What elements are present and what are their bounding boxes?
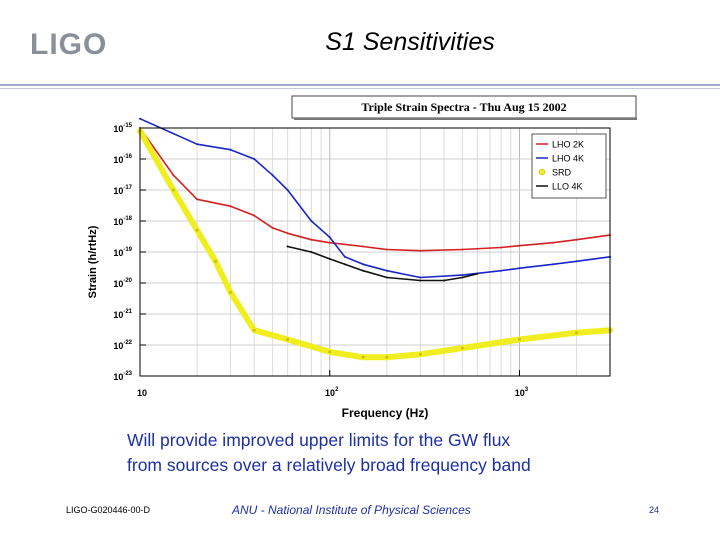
y-tick-label: 10-22 — [113, 340, 132, 351]
chart-title: Triple Strain Spectra - Thu Aug 15 2002 — [361, 100, 566, 114]
data-point-llo-4k — [362, 269, 365, 272]
data-point-lho-4k — [286, 189, 289, 191]
data-point-lho-4k — [139, 117, 141, 120]
series-line-llo-4k — [286, 245, 479, 282]
legend-label-lho-2k: LHO 2K — [552, 140, 584, 150]
data-point-lho-4k — [575, 260, 578, 263]
legend-marker-srd — [538, 168, 546, 176]
data-point-lho-2k — [310, 238, 313, 241]
data-point-lho-2k — [575, 238, 578, 241]
x-axis-label: Frequency (Hz) — [342, 406, 429, 420]
data-point-lho-4k — [328, 236, 331, 239]
title-divider — [0, 84, 720, 86]
data-point-lho-2k — [385, 248, 388, 251]
y-tick-label: 10-18 — [113, 216, 132, 227]
data-point-llo-4k — [385, 276, 388, 279]
data-point-srd — [460, 346, 464, 350]
data-point-srd — [214, 259, 217, 263]
data-point-lho-4k — [271, 174, 274, 177]
data-point-llo-4k — [310, 251, 313, 253]
summary-line-1: Will provide improved upper limits for t… — [127, 430, 511, 450]
y-tick-label: 10-17 — [113, 185, 132, 196]
y-tick-label: 10-19 — [113, 247, 132, 258]
summary-text: Will provide improved upper limits for t… — [127, 428, 647, 478]
data-point-lho-4k — [229, 148, 232, 151]
page-number: 24 — [649, 505, 660, 515]
data-point-llo-4k — [443, 279, 445, 282]
data-point-lho-4k — [362, 263, 365, 266]
data-point-lho-4k — [500, 269, 503, 272]
data-point-lho-2k — [229, 205, 232, 208]
y-tick-label: 10-23 — [113, 371, 132, 382]
x-tick-label: 10 — [137, 388, 147, 398]
data-point-lho-4k — [253, 158, 256, 160]
data-point-lho-2k — [518, 244, 521, 247]
data-point-lho-2k — [196, 198, 199, 201]
institute-name: ANU - National Institute of Physical Sci… — [232, 503, 471, 517]
y-tick-label: 10-16 — [113, 154, 132, 165]
data-point-lho-2k — [286, 232, 289, 235]
data-point-srd — [361, 355, 365, 359]
data-point-srd — [195, 228, 199, 232]
data-point-lho-2k — [419, 249, 422, 252]
data-point-lho-4k — [310, 220, 313, 222]
x-tick-label: 102 — [325, 387, 339, 398]
data-point-lho-2k — [362, 245, 365, 248]
y-axis-label: Strain (h/rtHz) — [87, 225, 99, 298]
legend-label-llo-4k: LLO 4K — [552, 182, 583, 192]
data-point-lho-2k — [172, 174, 175, 177]
series-line-lho-2k — [139, 127, 611, 252]
y-tick-label: 10-20 — [113, 278, 132, 289]
y-tick-label: 10-21 — [113, 309, 132, 320]
title-divider-secondary — [0, 88, 720, 89]
data-point-lho-4k — [385, 269, 388, 272]
data-point-llo-4k — [286, 245, 289, 248]
slide-title: S1 Sensitivities — [325, 28, 495, 56]
ligo-logo: LIGO — [30, 28, 108, 61]
legend-label-srd: SRD — [552, 168, 572, 178]
x-tick-label: 103 — [515, 387, 529, 398]
data-point-srd — [171, 188, 175, 192]
data-point-lho-4k — [518, 267, 521, 270]
data-point-llo-4k — [343, 263, 346, 266]
data-point-lho-4k — [343, 255, 346, 258]
data-point-srd — [328, 350, 332, 354]
document-id: LIGO-G020446-00-D — [66, 505, 151, 515]
data-point-lho-4k — [196, 143, 199, 146]
strain-spectra-chart: Triple Strain Spectra - Thu Aug 15 2002 … — [87, 95, 637, 420]
data-point-llo-4k — [328, 257, 331, 260]
data-point-lho-4k — [419, 276, 422, 279]
data-point-lho-2k — [500, 246, 503, 249]
data-point-lho-2k — [461, 248, 464, 251]
data-point-srd — [518, 338, 521, 341]
data-point-lho-2k — [551, 241, 554, 244]
y-tick-label: 10-15 — [113, 123, 132, 134]
series-line-lho-4k — [139, 117, 611, 279]
data-point-srd — [575, 331, 579, 335]
data-point-lho-2k — [328, 241, 331, 244]
data-point-srd — [418, 352, 422, 356]
data-point-srd — [252, 328, 256, 332]
data-point-llo-4k — [461, 276, 464, 279]
summary-line-2: from sources over a relatively broad fre… — [127, 455, 531, 475]
data-point-srd — [385, 355, 389, 359]
data-point-llo-4k — [476, 272, 479, 275]
data-point-srd — [286, 338, 290, 341]
data-point-llo-4k — [419, 279, 422, 282]
data-point-lho-4k — [461, 274, 464, 277]
data-point-srd — [229, 290, 232, 294]
data-point-lho-4k — [551, 263, 554, 266]
data-point-lho-2k — [271, 226, 274, 229]
data-point-lho-2k — [253, 214, 256, 217]
legend-label-lho-4k: LHO 4K — [552, 154, 584, 164]
